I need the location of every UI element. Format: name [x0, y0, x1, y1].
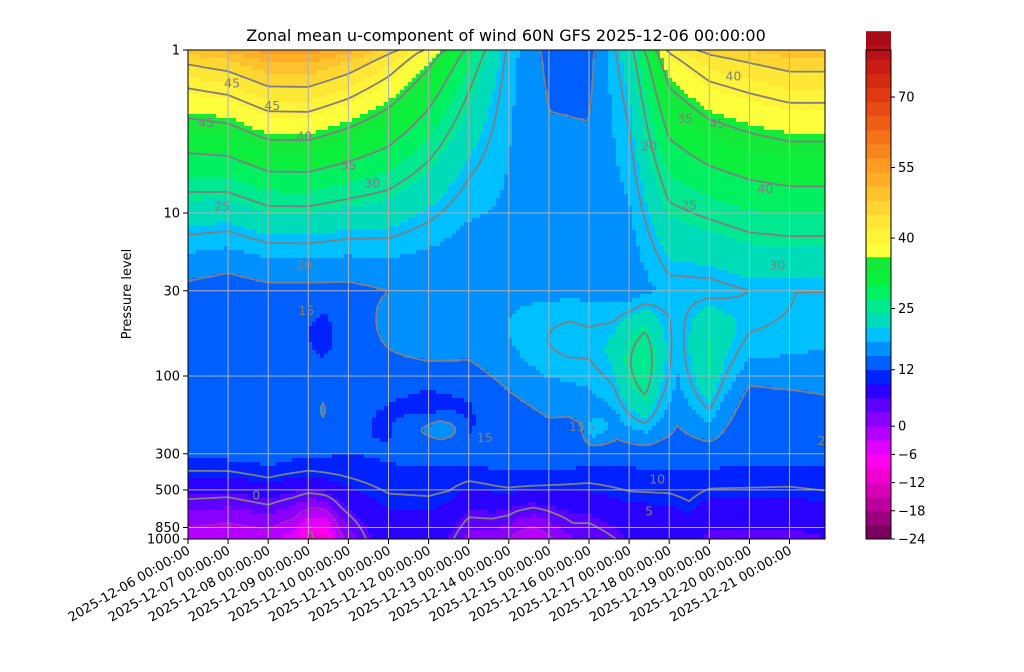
y-tick-label: 1 [172, 44, 180, 59]
contour-label: 20 [641, 138, 657, 153]
contour-label: 40 [296, 129, 312, 144]
contour-label: 45 [224, 75, 240, 90]
y-axis-label: Pressure level [120, 249, 135, 340]
contour-label: 40 [725, 68, 741, 83]
colorbar-tick-label: −12 [898, 476, 925, 491]
contour-line-35 [188, 50, 825, 143]
y-tick-label: 10 [163, 207, 180, 222]
contour-line-25 [188, 50, 825, 396]
colorbar-segment [866, 242, 891, 258]
colorbar-segment [866, 186, 891, 201]
colorbar-segment [866, 158, 891, 173]
colorbar-segment [866, 524, 891, 540]
contour-label: 20 [818, 433, 834, 448]
contour-label: 0 [306, 529, 314, 544]
y-tick-label: 100 [155, 370, 180, 385]
y-tick-label: 850 [155, 521, 180, 536]
contour-line-20 [188, 50, 825, 430]
colorbar-tick-label: 25 [898, 302, 915, 317]
filled-contours [188, 50, 825, 539]
contour-line-15 [188, 50, 825, 447]
contour-label: 15 [477, 430, 493, 445]
contour-label: 15 [569, 419, 585, 434]
contour-label: 45 [264, 98, 280, 113]
colorbar-segment [866, 73, 891, 89]
contour-label: 45 [709, 116, 725, 131]
contour-label: 40 [757, 181, 773, 196]
colorbar-segment [866, 454, 891, 469]
contour-line-30 [188, 50, 825, 188]
contour-label: 35 [340, 157, 356, 172]
colorbar-segment [866, 440, 891, 455]
contour-label: 20 [296, 258, 312, 273]
colorbar-segment [866, 369, 891, 385]
colorbar-segment [866, 285, 891, 300]
colorbar-tick-label: 0 [898, 420, 906, 435]
colorbar-segment [866, 383, 891, 399]
colorbar-segment [866, 468, 891, 483]
contour-label: 45 [198, 115, 214, 130]
colorbar-segment [866, 129, 891, 145]
y-tick-label: 30 [163, 284, 180, 299]
colorbar-segment [866, 496, 891, 512]
colorbar-segment [866, 510, 891, 526]
colorbar-segment [866, 87, 891, 103]
contour-label: 5 [645, 504, 653, 519]
contour-line-40 [188, 50, 825, 113]
colorbar-segment [866, 200, 891, 215]
contour-label: 10 [649, 471, 665, 486]
colorbar-segment [866, 256, 891, 272]
colorbar-tick-label: −18 [898, 504, 925, 519]
colorbar-tick-label: 70 [898, 91, 915, 106]
colorbar-tick-label: 12 [898, 363, 915, 378]
colorbar-tick-label: −24 [898, 533, 925, 548]
colorbar-segment [866, 397, 891, 413]
contour-label: 35 [677, 111, 693, 126]
y-tick-label: 1000 [147, 533, 180, 548]
plot-frame [187, 49, 826, 540]
colorbar-segment [866, 172, 891, 187]
colorbar-segment [866, 341, 891, 357]
contour-label: 30 [365, 176, 381, 191]
chart-title: Zonal mean u-component of wind 60N GFS 2… [246, 26, 766, 45]
y-tick-label: 500 [155, 483, 180, 498]
colorbar-segment [866, 426, 891, 441]
colorbar-segment [866, 31, 891, 46]
colorbar-segment [866, 214, 891, 230]
contour-label: 25 [214, 198, 230, 213]
contour-line-10 [188, 469, 825, 503]
colorbar-segment [866, 228, 891, 244]
plot-area: 45 45 45 40 35 30 25 20 15 20 25 30 35 40 40 45 15 15 10 5 0… [188, 50, 834, 544]
colorbar-segment [866, 59, 891, 74]
colorbar-segment [866, 45, 891, 60]
contour-label: 0 [252, 487, 260, 502]
colorbar-segment [866, 313, 891, 328]
y-tick-label: 300 [155, 447, 180, 462]
colorbar-frame [865, 49, 892, 540]
colorbar-segment [866, 482, 891, 498]
colorbar-tick-label: −6 [898, 448, 917, 463]
colorbar: −24 −18 −12 −6 0 12 25 40 55 70 [865, 31, 925, 548]
grid-lines [188, 50, 825, 539]
contour-label: 30 [770, 258, 786, 273]
colorbar-segment [866, 144, 891, 159]
contour-labels: 45 45 45 40 35 30 25 20 15 20 25 30 35 40 40 45 15 15 10 5 0… [198, 68, 834, 544]
colorbar-tick-label: 55 [898, 161, 915, 176]
contour-line-5 [188, 492, 617, 539]
colorbar-segment [866, 270, 891, 286]
colorbar-segment [866, 299, 891, 314]
colorbar-segment [866, 101, 891, 117]
colorbar-segment [866, 115, 891, 131]
colorbar-tick-label: 40 [898, 232, 915, 247]
colorbar-segment [866, 327, 891, 342]
colorbar-segment [866, 355, 891, 371]
colorbar-segment [866, 412, 891, 427]
contour-label: 25 [681, 198, 697, 213]
contour-label: 15 [298, 303, 314, 318]
